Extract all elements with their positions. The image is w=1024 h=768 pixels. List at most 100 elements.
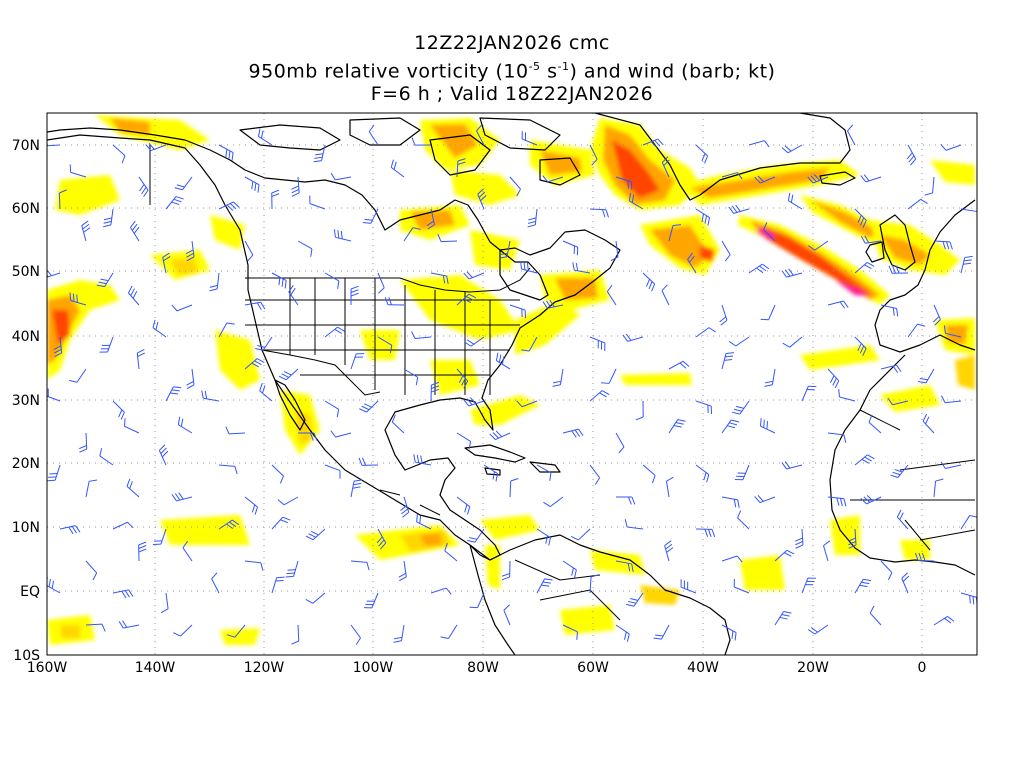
wind-barb (854, 262, 868, 274)
wind-barb-feather (701, 213, 705, 222)
wind-barb-feather (944, 617, 952, 624)
wind-barb (104, 272, 114, 287)
wind-barb (721, 304, 728, 321)
wind-barb-feather (859, 584, 868, 588)
wind-barb-feather (361, 405, 370, 411)
wind-barb-feather (623, 631, 627, 640)
wind-barb-feather (648, 281, 653, 290)
wind-barb-feather (186, 252, 194, 258)
wind-barb (933, 304, 941, 320)
wind-barb-feather (906, 152, 913, 160)
wind-barb (742, 464, 750, 480)
wind-barb (350, 624, 361, 639)
wind-barb (668, 419, 679, 434)
wind-barb-feather (420, 455, 423, 464)
wind-barb (456, 496, 471, 508)
wind-barb (112, 144, 126, 156)
lat-lon-grid (47, 113, 977, 655)
wind-barb-feather (226, 322, 235, 325)
wind-barb (158, 450, 167, 466)
wind-barb (721, 172, 738, 178)
wind-barb-feather (949, 241, 953, 250)
wind-barb-feather (810, 175, 817, 183)
wind-barb-feather (838, 388, 841, 398)
wind-barb-feather (130, 220, 136, 228)
wind-barb-feather (340, 230, 343, 239)
wind-barb (324, 272, 340, 282)
political-boundaries (149, 145, 976, 621)
wind-barb-feather (625, 333, 632, 341)
wind-barb-feather (359, 408, 367, 413)
wind-barb-feather (503, 604, 511, 611)
wind-barb-feather (176, 184, 185, 188)
wind-barb-feather (764, 380, 774, 384)
wind-barb-feather (440, 636, 449, 640)
wind-barb-feather (887, 572, 893, 581)
wind-barb (721, 240, 731, 256)
wind-barb-feather (279, 475, 284, 484)
wind-barb-feather (627, 563, 631, 572)
wind-barb (865, 176, 882, 183)
wind-barb-feather (162, 252, 170, 258)
wind-barb-feather (280, 519, 289, 524)
wind-barb (244, 240, 254, 256)
wind-barb-feather (626, 633, 630, 642)
wind-barb-feather (754, 496, 761, 503)
wind-barb-feather (466, 339, 475, 345)
wind-barb-feather (145, 144, 152, 151)
wind-barb-feather (921, 552, 926, 561)
wind-barb-feather (152, 319, 156, 328)
wind-barb-feather (940, 461, 946, 469)
wind-barb-feather (859, 345, 865, 354)
wind-barb-feather (495, 473, 499, 482)
wind-barb (271, 516, 284, 530)
wind-barb-feather (378, 539, 385, 547)
wind-barb-feather (402, 511, 410, 518)
wind-barb (759, 176, 776, 184)
wind-barb-feather (287, 569, 296, 571)
wind-barb (509, 480, 512, 498)
wind-barb-feather (932, 316, 940, 323)
wind-barb-feather (364, 218, 373, 221)
wind-barb (839, 396, 856, 402)
wind-barb-feather (781, 462, 787, 470)
wind-barb-feather (528, 217, 537, 221)
wind-barb-feather (523, 261, 526, 270)
wind-barb-feather (781, 147, 789, 154)
wind-barb (901, 578, 909, 594)
wind-barb-feather (626, 603, 635, 607)
wind-barb (366, 400, 379, 413)
wind-barb (509, 304, 526, 311)
wind-barb (324, 400, 339, 410)
wind-barb-feather (599, 392, 607, 398)
wind-barb-feather (655, 634, 664, 637)
wind-barb-feather (720, 319, 728, 326)
wind-barb-feather (672, 224, 682, 227)
wind-barb-feather (922, 413, 928, 422)
wind-barb-feather (247, 254, 254, 262)
wind-barb (695, 464, 710, 475)
wind-barb-feather (313, 160, 322, 163)
wind-barb (880, 560, 893, 574)
wind-barb (285, 368, 299, 381)
wind-barb-feather (731, 419, 740, 423)
wind-barb (262, 336, 273, 351)
wind-barb (721, 496, 738, 501)
wind-barb-feather (546, 300, 552, 308)
wind-barb-feather (864, 456, 872, 462)
wind-barb-feather (411, 331, 416, 339)
wind-barb (562, 560, 577, 571)
wind-barb (99, 455, 114, 466)
wind-barb-feather (254, 182, 257, 191)
wind-barb-feather (757, 495, 764, 502)
wind-barb-feather (543, 501, 551, 508)
wind-barb-feather (727, 425, 736, 429)
wind-barb (112, 400, 125, 413)
wind-barb-feather (75, 525, 81, 533)
wind-barb-feather (401, 508, 409, 515)
wind-barb (234, 624, 246, 638)
wind-barb-feather (630, 181, 633, 190)
wind-barb (615, 176, 632, 183)
wind-barb (748, 140, 765, 146)
wind-barb (907, 144, 917, 160)
